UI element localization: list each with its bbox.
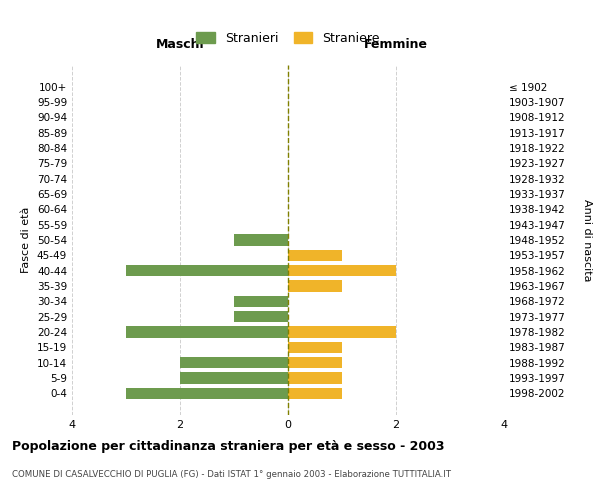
- Bar: [288, 357, 342, 368]
- Text: Maschi: Maschi: [155, 38, 205, 51]
- Bar: [180, 357, 288, 368]
- Bar: [288, 342, 342, 353]
- Bar: [126, 326, 288, 338]
- Bar: [288, 250, 342, 261]
- Bar: [234, 234, 288, 246]
- Bar: [180, 372, 288, 384]
- Bar: [288, 265, 396, 276]
- Bar: [234, 311, 288, 322]
- Y-axis label: Anni di nascita: Anni di nascita: [582, 198, 592, 281]
- Text: COMUNE DI CASALVECCHIO DI PUGLIA (FG) - Dati ISTAT 1° gennaio 2003 - Elaborazion: COMUNE DI CASALVECCHIO DI PUGLIA (FG) - …: [12, 470, 451, 479]
- Text: Femmine: Femmine: [364, 38, 428, 51]
- Bar: [126, 388, 288, 399]
- Legend: Stranieri, Straniere: Stranieri, Straniere: [190, 26, 386, 52]
- Text: Popolazione per cittadinanza straniera per età e sesso - 2003: Popolazione per cittadinanza straniera p…: [12, 440, 445, 453]
- Bar: [288, 280, 342, 292]
- Y-axis label: Fasce di età: Fasce di età: [22, 207, 31, 273]
- Bar: [288, 388, 342, 399]
- Bar: [288, 326, 396, 338]
- Bar: [234, 296, 288, 307]
- Bar: [288, 372, 342, 384]
- Bar: [126, 265, 288, 276]
